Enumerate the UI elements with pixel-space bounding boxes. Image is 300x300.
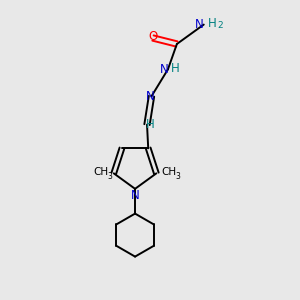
Text: H: H: [146, 118, 155, 131]
Text: 2: 2: [218, 21, 223, 30]
Text: N: N: [131, 189, 140, 202]
Text: H: H: [171, 62, 180, 75]
Text: O: O: [148, 30, 158, 43]
Text: N: N: [160, 63, 169, 76]
Text: N: N: [195, 18, 204, 31]
Text: CH: CH: [161, 167, 176, 177]
Text: N: N: [146, 90, 154, 103]
Text: H: H: [208, 16, 217, 30]
Text: 3: 3: [176, 172, 180, 181]
Text: 3: 3: [108, 172, 112, 181]
Text: CH: CH: [94, 167, 109, 177]
